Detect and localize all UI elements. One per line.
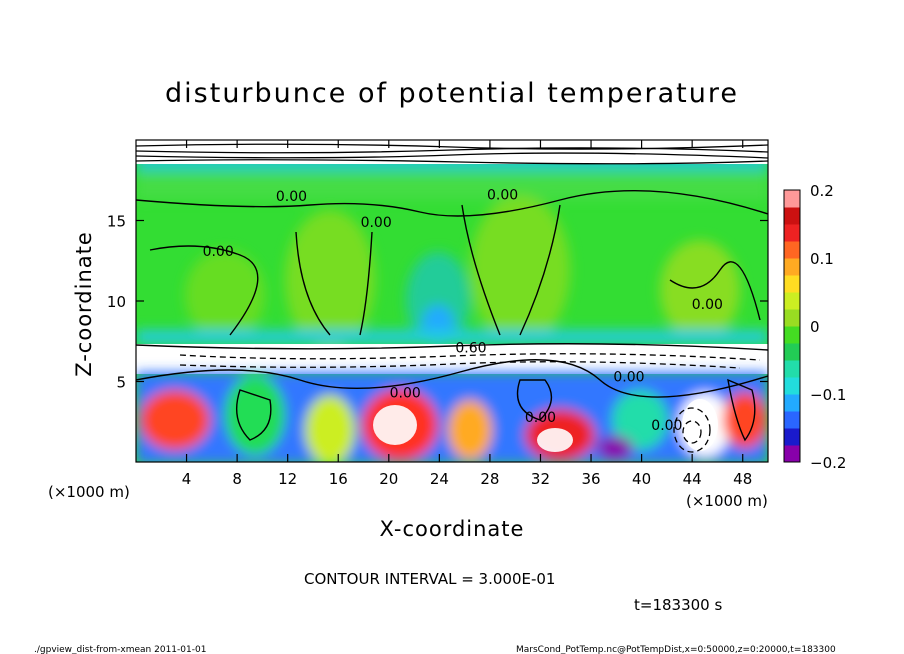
colorbar-swatch <box>784 428 800 446</box>
x-tick-label: 4 <box>182 470 192 488</box>
contour-label: 0.00 <box>692 297 723 313</box>
footer-right: MarsCond_PotTemp.nc@PotTempDist,x=0:5000… <box>516 645 836 654</box>
colorbar-swatch <box>784 190 800 208</box>
y-axis-label: Z-coordinate <box>72 231 96 377</box>
time-text: t=183300 s <box>634 596 722 614</box>
x-tick-label: 44 <box>683 470 702 488</box>
contour-label: 0.00 <box>525 410 556 426</box>
colorbar-swatch <box>784 241 800 259</box>
colorbar-swatch <box>784 377 800 395</box>
x-axis-unit-left: (×1000 m) <box>48 483 130 501</box>
colorbar-swatch <box>784 207 800 225</box>
colorbar-swatch <box>784 326 800 344</box>
x-axis: 4 8 12 16 20 24 28 32 36 40 44 48 <box>182 140 752 488</box>
colorbar-swatch <box>784 292 800 310</box>
colorbar-frame <box>783 189 801 463</box>
contour-interval-text: CONTOUR INTERVAL = 3.000E-01 <box>304 570 555 588</box>
y-tick-label: 10 <box>107 293 126 311</box>
x-tick-label: 48 <box>733 470 752 488</box>
colorbar-swatch <box>784 258 800 276</box>
colorbar-tick-label: −0.2 <box>810 454 846 472</box>
contour-label: 0.60 <box>455 341 486 357</box>
colorbar-tick-label: 0 <box>810 318 820 336</box>
contour-label: 0.00 <box>487 188 518 204</box>
x-tick-label: 32 <box>531 470 550 488</box>
colorbar-swatch <box>784 275 800 293</box>
contour-label: 0.00 <box>390 386 421 402</box>
colorbar-swatch <box>784 360 800 378</box>
x-tick-label: 36 <box>581 470 600 488</box>
contour-label: 0.00 <box>203 244 234 260</box>
colorbar-tick-label: 0.1 <box>810 250 834 268</box>
plot-area <box>136 140 768 462</box>
x-axis-unit-right: (×1000 m) <box>686 492 768 510</box>
x-tick-label: 28 <box>480 470 499 488</box>
chart-title: disturbunce of potential temperature <box>165 78 739 109</box>
x-axis-label: X-coordinate <box>380 517 525 541</box>
x-tick-label: 20 <box>379 470 398 488</box>
y-tick-label: 15 <box>107 213 126 231</box>
y-axis: 5 10 15 <box>107 213 768 392</box>
x-tick-label: 24 <box>430 470 449 488</box>
x-tick-label: 8 <box>232 470 242 488</box>
colorbar-swatch <box>784 309 800 327</box>
colorbar: 0.2 0.1 0 −0.1 −0.2 <box>783 182 846 472</box>
contour-label: 0.00 <box>651 418 682 434</box>
colorbar-swatch <box>784 343 800 361</box>
contour-label: 0.00 <box>613 370 644 386</box>
colorbar-tick-label: −0.1 <box>810 386 846 404</box>
contour-label: 0.00 <box>276 189 307 205</box>
colorbar-swatch <box>784 445 800 463</box>
colorbar-swatch <box>784 394 800 412</box>
x-tick-label: 40 <box>632 470 651 488</box>
x-tick-label: 12 <box>278 470 297 488</box>
contour-labels: 0.00 0.00 0.00 0.00 0.00 0.00 0.00 0.00 0.60 0.00 <box>203 188 723 434</box>
footer-left: ./gpview_dist-from-xmean 2011-01-01 <box>34 645 206 654</box>
y-tick-label: 5 <box>116 374 126 392</box>
colorbar-tick-label: 0.2 <box>810 182 834 200</box>
colorbar-swatch <box>784 411 800 429</box>
contour-label: 0.00 <box>361 215 392 231</box>
colorbar-swatch <box>784 224 800 242</box>
x-tick-label: 16 <box>329 470 348 488</box>
